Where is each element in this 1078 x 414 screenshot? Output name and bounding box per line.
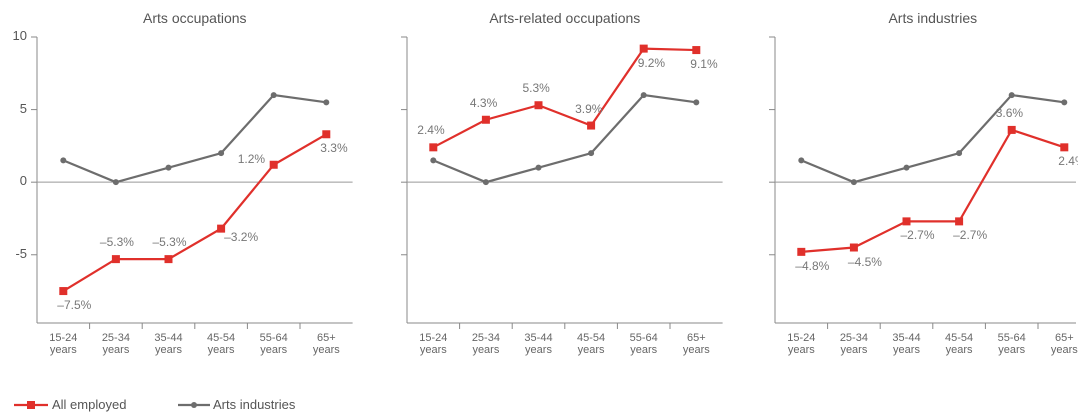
marker	[798, 157, 805, 164]
marker	[588, 150, 595, 157]
data-label: –5.3%	[99, 235, 134, 250]
y-tick-label: 5	[19, 100, 27, 116]
series-line	[62, 93, 327, 184]
marker	[429, 143, 438, 152]
x-tick-label: 25-34 years	[471, 332, 500, 356]
x-tick-label: 35-44 years	[892, 332, 921, 356]
y-tick-label: 0	[19, 173, 27, 189]
x-tick-label: 65+ years	[312, 332, 340, 356]
x-tick-label: 45-54 years	[577, 332, 606, 356]
data-label: 9.1%	[690, 57, 718, 72]
marker	[482, 179, 489, 186]
marker	[797, 247, 806, 256]
marker	[430, 157, 437, 164]
chart-title: Arts industries	[888, 10, 978, 26]
marker	[165, 164, 172, 171]
marker	[270, 92, 277, 99]
data-label: 3.3%	[320, 141, 348, 156]
data-label: –5.3%	[152, 235, 187, 250]
marker	[60, 157, 67, 164]
marker	[692, 46, 701, 55]
x-tick-label: 25-34 years	[839, 332, 868, 356]
x-tick-label: 15-24 years	[49, 332, 78, 356]
data-label: 1.2%	[237, 151, 266, 166]
marker	[535, 164, 542, 171]
data-label: 3.6%	[995, 105, 1024, 120]
marker	[1008, 92, 1015, 99]
marker	[59, 287, 68, 296]
marker	[956, 150, 963, 157]
x-tick-label: 25-34 years	[101, 332, 130, 356]
marker	[534, 101, 543, 110]
marker	[640, 92, 647, 99]
x-tick-label: 55-64 years	[997, 332, 1026, 356]
x-tick-label: 65+ years	[1050, 332, 1078, 356]
marker	[1007, 125, 1016, 134]
x-tick-label: 15-24 years	[787, 332, 816, 356]
marker	[849, 243, 858, 252]
marker	[903, 164, 910, 171]
legend-marker	[27, 401, 35, 409]
legend-label: Arts industries	[213, 397, 296, 412]
marker	[955, 217, 964, 226]
marker	[164, 255, 173, 264]
y-tick-label: 10	[12, 28, 27, 43]
x-tick-label: 55-64 years	[629, 332, 658, 356]
y-tick-label: -5	[15, 245, 27, 261]
data-label: –4.5%	[847, 254, 882, 269]
series-line	[801, 128, 1065, 253]
data-label: –2.7%	[900, 228, 935, 243]
chart-title: Arts occupations	[143, 10, 247, 26]
series-line	[800, 93, 1065, 184]
marker	[481, 115, 490, 124]
x-tick-label: 55-64 years	[259, 332, 288, 356]
marker	[323, 99, 330, 106]
marker	[322, 130, 331, 139]
data-label: 2.4%	[1058, 154, 1078, 169]
marker	[218, 150, 225, 157]
x-tick-label: 45-54 years	[207, 332, 236, 356]
data-label: –4.8%	[795, 258, 830, 273]
x-tick-label: 15-24 years	[419, 332, 448, 356]
series-line	[432, 93, 697, 184]
data-label: 3.9%	[575, 101, 603, 116]
data-label: –7.5%	[57, 298, 92, 313]
marker	[269, 160, 278, 169]
series-line	[62, 133, 327, 293]
x-tick-label: 35-44 years	[524, 332, 553, 356]
legend-label: All employed	[52, 397, 127, 412]
marker	[850, 179, 857, 186]
x-tick-label: 45-54 years	[945, 332, 974, 356]
chart-title: Arts-related occupations	[489, 10, 641, 26]
data-label: –3.2%	[224, 229, 259, 244]
marker	[111, 255, 120, 264]
marker	[1061, 99, 1068, 106]
x-tick-label: 35-44 years	[154, 332, 183, 356]
data-label: 9.2%	[637, 55, 666, 70]
data-label: 4.3%	[469, 95, 498, 110]
marker	[112, 179, 119, 186]
marker	[693, 99, 700, 106]
data-label: –2.7%	[953, 228, 988, 243]
marker	[902, 217, 911, 226]
marker	[639, 44, 648, 53]
marker	[587, 121, 596, 130]
legend-marker	[191, 402, 197, 408]
data-label: 5.3%	[522, 81, 550, 96]
series-line	[432, 47, 697, 149]
data-label: 2.4%	[417, 123, 445, 138]
x-tick-label: 65+ years	[682, 332, 710, 356]
marker	[1060, 143, 1069, 152]
marker	[217, 224, 226, 233]
